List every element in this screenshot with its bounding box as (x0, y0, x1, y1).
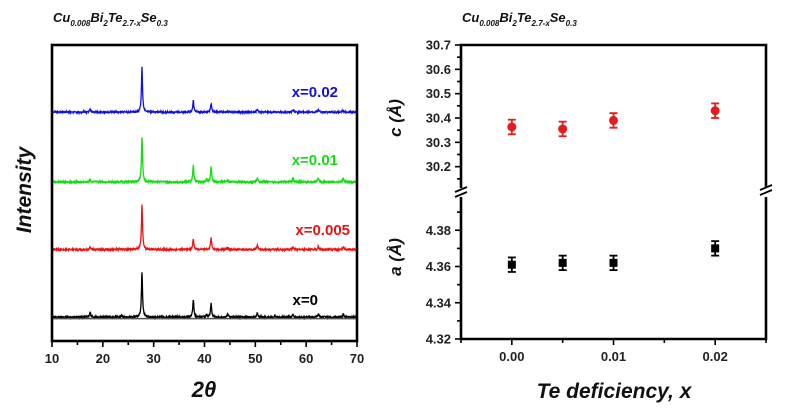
a-y-tick-label: 4.34 (426, 295, 452, 310)
title-element: Bi (90, 10, 103, 25)
title-subscript: 0.3 (157, 19, 169, 28)
series-label-x0.005: x=0.005 (295, 222, 350, 239)
title-subscript: 0.008 (70, 19, 91, 28)
square-marker (711, 244, 720, 253)
xrd-chart-title: Cu0.008Bi2Te2.7-xSe0.3 (53, 10, 168, 28)
xrd-series-group (53, 66, 356, 321)
lattice-x-axis-label: Te deficiency, x (537, 380, 693, 403)
x-tick-label: 70 (350, 351, 364, 366)
break-mark (454, 186, 468, 193)
title-element: Cu (462, 10, 479, 25)
break-mark (454, 191, 468, 198)
c-data-point (507, 118, 517, 136)
series-label-x0: x=0 (293, 292, 318, 309)
lattice-chart-title: Cu0.008Bi2Te2.7-xSe0.3 (462, 10, 577, 28)
xrd-pattern-x0 (53, 272, 356, 321)
xrd-pattern-x0.02 (53, 66, 356, 116)
circle-marker (609, 115, 618, 125)
a-y-tick-label: 4.36 (426, 259, 451, 274)
x-tick-label: 10 (45, 351, 59, 366)
xrd-y-axis-label: Intensity (13, 146, 36, 234)
a-data-point (711, 240, 720, 257)
xrd-pattern-x0.005 (53, 204, 356, 253)
a-y-tick-label: 4.32 (426, 332, 451, 347)
x-tick-label: 0.02 (703, 349, 728, 364)
title-subscript: 2 (511, 19, 517, 28)
xrd-pattern-x0.01 (53, 137, 356, 186)
c-data-point (710, 102, 720, 119)
c-y-tick-label: 30.5 (426, 86, 451, 101)
lattice-panel: Cu0.008Bi2Te2.7-xSe0.3 30.230.330.430.53… (386, 10, 773, 403)
square-marker (558, 258, 567, 267)
c-data-point (609, 112, 618, 129)
title-subscript: 0.3 (566, 19, 578, 28)
a-data-point (507, 256, 516, 273)
a-data-point (609, 254, 618, 272)
lattice-axis-ticks: 30.2 30.3 30.4 30.5 30.6 30.7 4.32 4.34 4.36 4.38… (426, 38, 767, 364)
x-tick-label: 30 (146, 351, 160, 366)
break-mark (759, 189, 773, 196)
c-data-point (558, 120, 568, 138)
c-axis-label: c (Å) (386, 99, 405, 137)
lattice-data-marks (507, 102, 720, 273)
title-element: Bi (499, 10, 512, 25)
x-tick-label: 60 (299, 351, 313, 366)
title-subscript: 2.7-x (531, 19, 551, 28)
xrd-x-axis-label: 2θ (191, 377, 217, 402)
title-element: Te (108, 10, 123, 25)
x-tick-label: 0.00 (499, 349, 524, 364)
xrd-panel: Cu0.008Bi2Te2.7-xSe0.3 10 20 30 40 50 60 70 x=… (13, 10, 364, 402)
title-element: Se (550, 10, 566, 25)
a-axis-label: a (Å) (386, 238, 405, 276)
title-element: Te (517, 10, 532, 25)
circle-marker (507, 122, 517, 132)
axis-break-left (454, 186, 468, 198)
square-marker (609, 258, 618, 267)
break-mark (759, 184, 773, 191)
title-subscript: 0.008 (479, 19, 500, 28)
series-label-x0.01: x=0.01 (292, 152, 338, 169)
x-tick-label: 0.01 (601, 349, 626, 364)
xrd-x-axis-ticks: 10 20 30 40 50 60 70 (45, 341, 364, 366)
x-tick-label: 20 (96, 351, 110, 366)
circle-marker (558, 124, 568, 134)
a-y-tick-label: 4.38 (426, 223, 451, 238)
c-y-tick-label: 30.2 (426, 159, 451, 174)
square-marker (507, 260, 516, 269)
circle-marker (710, 106, 720, 116)
series-label-x0.02: x=0.02 (292, 84, 338, 101)
c-y-tick-label: 30.6 (426, 62, 451, 77)
axis-break-right (759, 184, 773, 196)
x-tick-label: 40 (197, 351, 211, 366)
title-subscript: 2 (102, 19, 108, 28)
c-y-tick-label: 30.3 (426, 135, 451, 150)
c-y-tick-label: 30.4 (426, 111, 452, 126)
title-subscript: 2.7-x (122, 19, 142, 28)
upper-panel-frame (459, 43, 768, 188)
x-tick-label: 50 (248, 351, 262, 366)
a-data-point (558, 254, 567, 272)
title-element: Se (141, 10, 157, 25)
title-element: Cu (53, 10, 70, 25)
c-y-tick-label: 30.7 (426, 38, 451, 53)
